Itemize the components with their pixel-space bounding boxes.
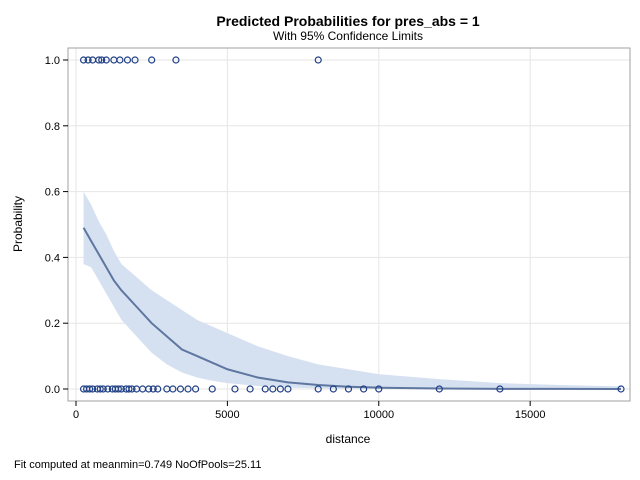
x-tick-label: 10000 — [363, 409, 394, 421]
absence-point — [104, 385, 112, 393]
absence-point — [86, 385, 94, 393]
presence-point — [123, 56, 132, 64]
presence-point — [79, 56, 88, 64]
presence-point — [95, 56, 103, 64]
presence-point — [148, 56, 156, 64]
x-tick-label: 0 — [73, 409, 79, 421]
presence-point — [131, 56, 139, 64]
absence-point — [246, 385, 254, 393]
absence-point — [184, 385, 192, 393]
presence-point — [102, 56, 110, 64]
y-tick-label: 0.6 — [45, 187, 60, 199]
confidence-band — [83, 191, 621, 389]
absence-point — [145, 385, 153, 393]
absence-point — [360, 385, 368, 393]
absence-point — [125, 385, 133, 393]
absence-point — [114, 385, 122, 393]
absence-point — [496, 385, 504, 393]
prediction-line-layer — [82, 227, 622, 390]
predicted-probability-line — [82, 227, 622, 390]
absence-point — [261, 385, 269, 393]
absence-point — [89, 385, 97, 393]
absence-point — [154, 385, 162, 393]
x-tick-label: 5000 — [215, 409, 239, 421]
plot-frame — [67, 47, 631, 402]
absence-point — [149, 385, 157, 393]
observation-markers-layer — [79, 56, 625, 393]
confidence-band-layer — [83, 191, 621, 389]
absence-point — [375, 385, 383, 393]
y-tick-label: 0.4 — [45, 252, 60, 264]
y-axis-label: Probability — [11, 196, 25, 252]
y-tick-label: 0.0 — [45, 384, 60, 396]
presence-point — [172, 56, 180, 64]
absence-point — [314, 385, 322, 393]
absence-point — [269, 385, 277, 393]
presence-point — [314, 56, 322, 64]
y-tick-label: 1.0 — [45, 55, 60, 67]
absence-point — [191, 385, 200, 393]
x-axis-label: distance — [326, 432, 371, 446]
absence-point — [128, 385, 136, 393]
presence-point — [84, 56, 92, 64]
fit-footnote: Fit computed at meanmin=0.749 NoOfPools=… — [14, 459, 261, 471]
absence-point — [96, 385, 104, 393]
absence-point — [435, 385, 443, 393]
absence-point — [176, 385, 185, 393]
x-tick-label: 15000 — [515, 409, 546, 421]
y-tick-label: 0.8 — [45, 121, 60, 133]
chart-subtitle: With 95% Confidence Limits — [273, 29, 423, 43]
presence-point — [116, 56, 124, 64]
absence-point — [231, 385, 239, 393]
absence-point — [169, 385, 177, 393]
absence-point — [117, 385, 126, 393]
presence-point — [98, 56, 106, 64]
chart-title: Predicted Probabilities for pres_abs = 1 — [216, 13, 480, 29]
absence-point — [99, 385, 107, 393]
y-tick-label: 0.2 — [45, 318, 60, 330]
absence-point — [276, 385, 284, 393]
absence-point — [284, 385, 292, 393]
absence-point — [329, 385, 337, 393]
absence-point — [617, 385, 625, 393]
y-axis: 0.0 0.2 0.4 0.6 0.8 1.0 — [45, 55, 68, 396]
absence-point — [344, 385, 353, 393]
absence-point — [208, 385, 216, 393]
x-axis: 0 5000 10000 15000 — [73, 401, 546, 421]
